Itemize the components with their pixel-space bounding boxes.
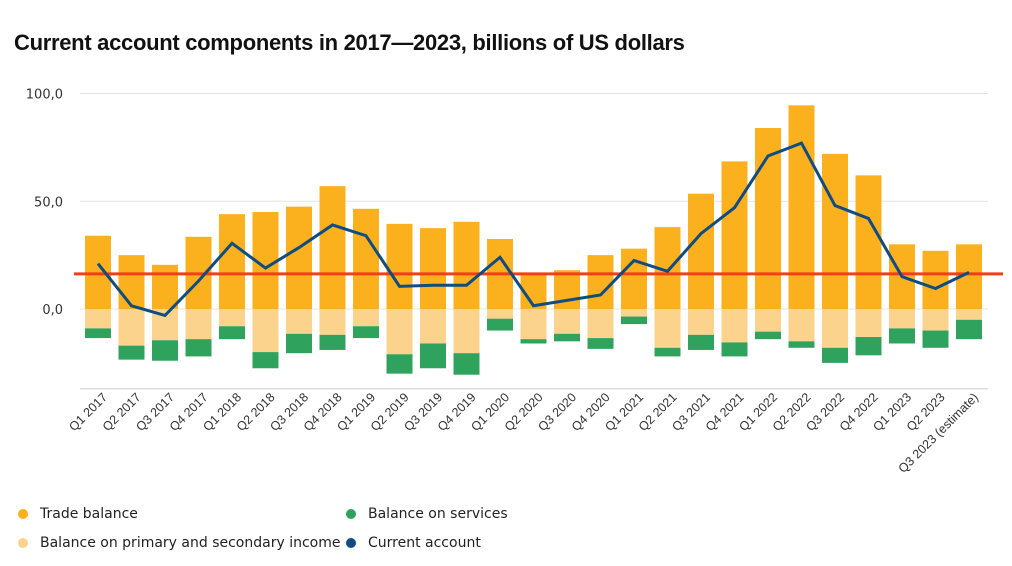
bar-services — [822, 347, 848, 363]
bar-trade-balance — [118, 255, 145, 309]
bar-services — [353, 326, 379, 339]
bar-income — [822, 309, 848, 348]
bar-income — [319, 309, 346, 335]
bar-services — [487, 318, 513, 331]
bar-trade-balance — [420, 228, 446, 309]
bar-trade-balance — [621, 248, 647, 309]
bar-income — [386, 309, 413, 355]
bar-services — [889, 328, 915, 344]
bar-trade-balance — [688, 193, 714, 309]
bar-services — [453, 353, 480, 375]
bar-income — [654, 309, 681, 348]
bar-services — [956, 319, 982, 340]
bar-services — [152, 340, 178, 361]
bar-income — [621, 309, 647, 317]
bar-trade-balance — [453, 221, 480, 309]
bar-income — [353, 309, 379, 327]
legend-item-services[interactable]: Balance on services — [346, 506, 508, 522]
bar-trade-balance — [286, 206, 312, 309]
legend-item-current-account[interactable]: Current account — [346, 535, 481, 551]
bar-trade-balance — [152, 264, 178, 309]
bar-income — [587, 309, 614, 339]
bar-income — [453, 309, 480, 354]
bar-income — [855, 309, 882, 338]
legend-dot-icon — [18, 538, 28, 548]
chart-title: Current account components in 2017—2023,… — [14, 30, 685, 55]
bar-services — [654, 347, 681, 357]
bar-income — [118, 309, 145, 346]
bar-income — [85, 309, 111, 329]
bar-trade-balance — [386, 223, 413, 309]
bar-trade-balance — [721, 161, 748, 309]
legend-dot-icon — [18, 509, 28, 519]
bar-services — [788, 341, 815, 348]
bar-services — [721, 342, 748, 357]
bar-services — [554, 333, 580, 342]
bar-income — [554, 309, 580, 334]
bar-services — [219, 326, 245, 340]
bar-income — [721, 309, 748, 343]
legend-label: Trade balance — [40, 506, 138, 522]
bar-income — [219, 309, 245, 327]
bar-income — [788, 309, 815, 342]
y-axis-ticks: 0,0 50,0 100,0 — [26, 88, 63, 319]
bar-income — [286, 309, 312, 334]
bar-income — [520, 309, 547, 340]
bar-trade-balance — [822, 153, 848, 309]
bar-services — [185, 339, 212, 357]
bar-services — [286, 333, 312, 354]
bar-income — [185, 309, 212, 340]
bar-services — [755, 331, 781, 340]
bar-services — [386, 354, 413, 374]
bar-income — [922, 309, 949, 331]
bar-trade-balance — [353, 208, 379, 309]
legend-label: Current account — [368, 535, 481, 551]
bar-income — [420, 309, 446, 344]
gridlines — [80, 93, 988, 390]
bar-services — [688, 334, 714, 350]
legend: Trade balance Balance on primary and sec… — [18, 506, 578, 562]
bar-trade-balance — [922, 250, 949, 309]
bar-income — [956, 309, 982, 320]
bar-income — [755, 309, 781, 332]
legend-item-income[interactable]: Balance on primary and secondary income — [18, 535, 340, 551]
bar-income — [487, 309, 513, 319]
y-tick-label: 0,0 — [42, 303, 63, 318]
y-tick-label: 100,0 — [26, 88, 63, 103]
bar-trade-balance — [788, 105, 815, 309]
bar-services — [420, 343, 446, 369]
bar-services — [855, 337, 882, 356]
legend-item-trade-balance[interactable]: Trade balance — [18, 506, 138, 522]
bar-trade-balance — [855, 175, 882, 309]
legend-dot-icon — [346, 509, 356, 519]
bar-trade-balance — [319, 186, 346, 309]
bar-trade-balance — [587, 255, 614, 309]
bar-services — [319, 334, 346, 350]
bars — [85, 105, 982, 375]
bar-services — [621, 316, 647, 325]
legend-label: Balance on primary and secondary income — [40, 535, 341, 551]
bar-income — [889, 309, 915, 329]
y-tick-label: 50,0 — [34, 195, 63, 210]
bar-services — [118, 345, 145, 360]
current-account-line-group — [96, 141, 970, 318]
legend-label: Balance on services — [368, 506, 508, 522]
bar-income — [252, 309, 279, 353]
bar-services — [587, 338, 614, 349]
bar-services — [85, 328, 111, 339]
bar-services — [922, 330, 949, 348]
bar-trade-balance — [85, 235, 111, 309]
bar-income — [688, 309, 714, 335]
legend-dot-icon — [346, 538, 356, 548]
bar-services — [252, 352, 279, 369]
bar-services — [520, 339, 547, 344]
bar-trade-balance — [219, 214, 245, 309]
